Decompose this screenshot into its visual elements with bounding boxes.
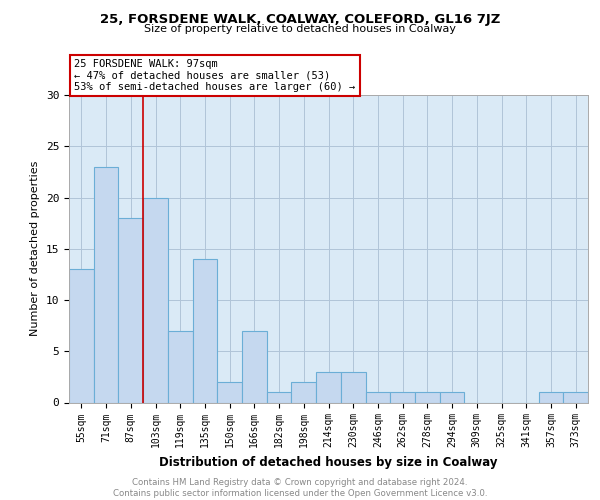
X-axis label: Distribution of detached houses by size in Coalway: Distribution of detached houses by size … — [159, 456, 498, 469]
Bar — [341, 372, 365, 402]
Bar — [316, 372, 341, 402]
Bar — [365, 392, 390, 402]
Bar — [94, 167, 118, 402]
Bar — [440, 392, 464, 402]
Bar — [193, 259, 217, 402]
Bar — [242, 331, 267, 402]
Text: 25, FORSDENE WALK, COALWAY, COLEFORD, GL16 7JZ: 25, FORSDENE WALK, COALWAY, COLEFORD, GL… — [100, 12, 500, 26]
Y-axis label: Number of detached properties: Number of detached properties — [30, 161, 40, 336]
Bar — [217, 382, 242, 402]
Bar — [69, 269, 94, 402]
Bar — [390, 392, 415, 402]
Bar — [143, 198, 168, 402]
Text: Size of property relative to detached houses in Coalway: Size of property relative to detached ho… — [144, 24, 456, 34]
Bar — [267, 392, 292, 402]
Bar — [118, 218, 143, 402]
Bar — [168, 331, 193, 402]
Bar — [563, 392, 588, 402]
Bar — [292, 382, 316, 402]
Bar — [539, 392, 563, 402]
Bar — [415, 392, 440, 402]
Text: 25 FORSDENE WALK: 97sqm
← 47% of detached houses are smaller (53)
53% of semi-de: 25 FORSDENE WALK: 97sqm ← 47% of detache… — [74, 58, 355, 92]
Text: Contains HM Land Registry data © Crown copyright and database right 2024.
Contai: Contains HM Land Registry data © Crown c… — [113, 478, 487, 498]
